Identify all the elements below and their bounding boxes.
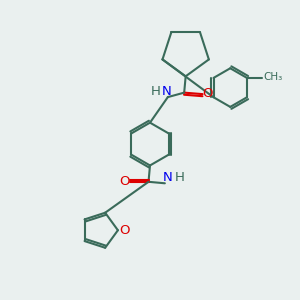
Text: O: O [203,87,213,100]
Text: H: H [150,85,160,98]
Text: O: O [119,224,130,237]
Text: CH₃: CH₃ [263,72,283,82]
Text: N: N [162,171,172,184]
Text: N: N [161,85,171,98]
Text: H: H [175,171,185,184]
Text: O: O [119,175,130,188]
